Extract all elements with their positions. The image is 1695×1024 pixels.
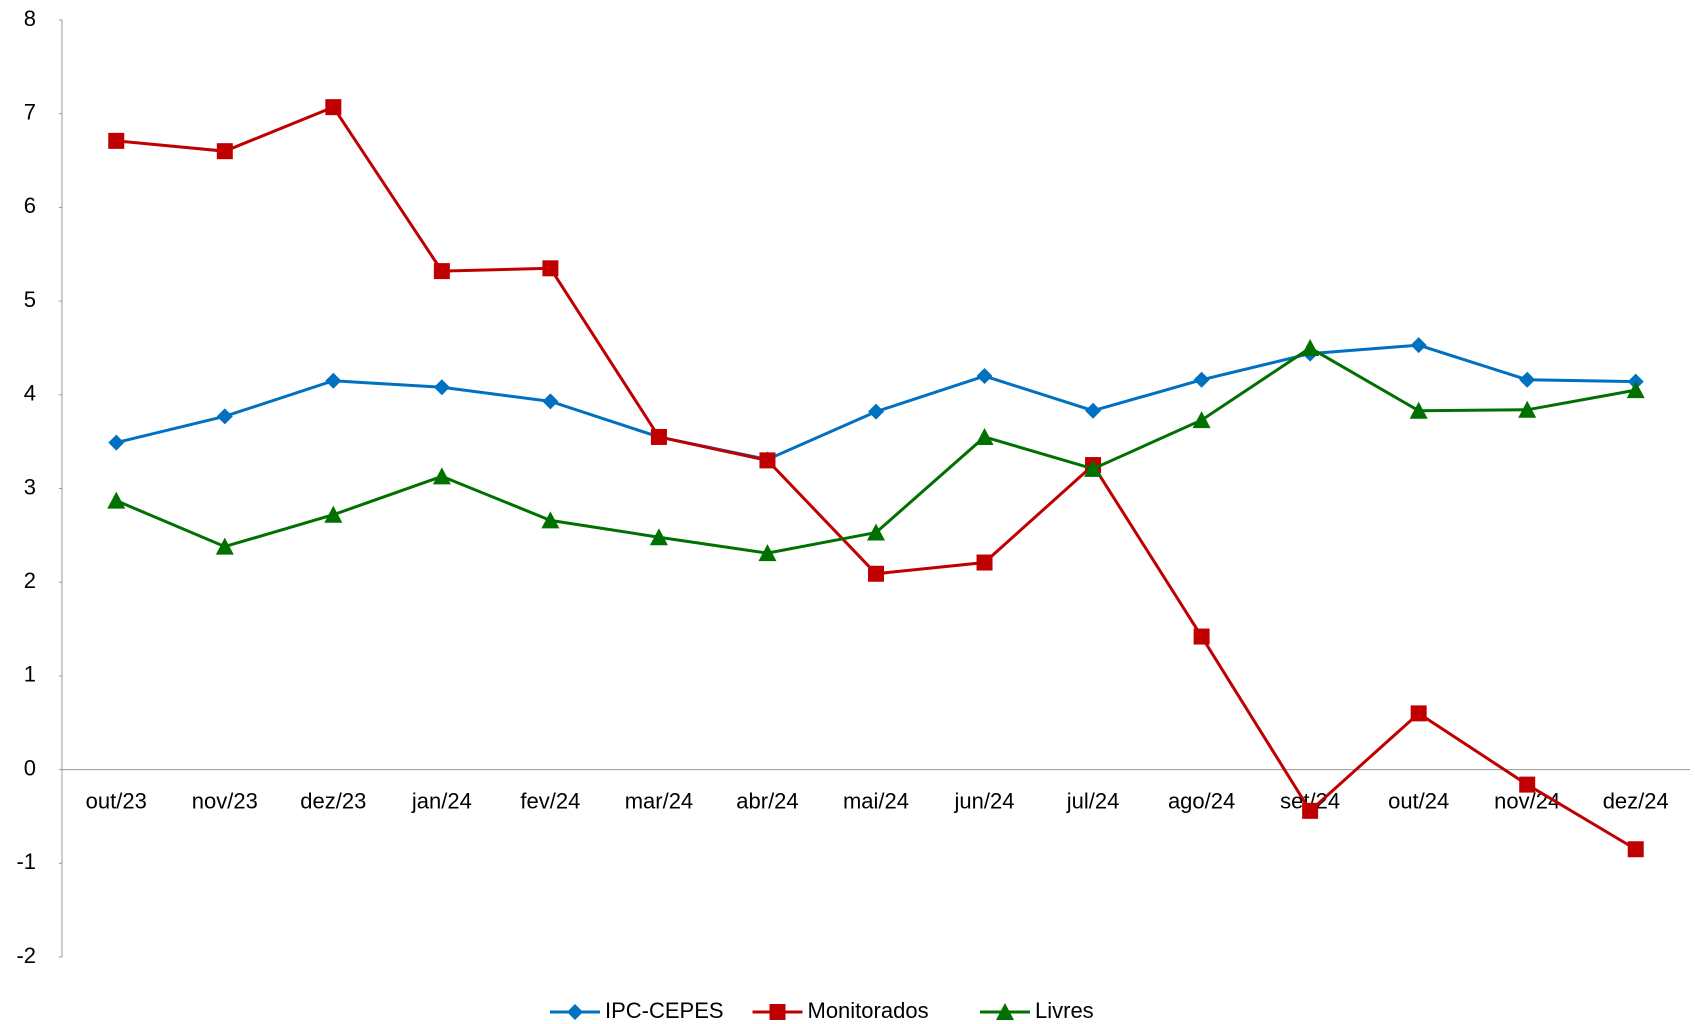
- data-point: [976, 554, 993, 571]
- x-tick-label: out/24: [1388, 788, 1449, 813]
- legend-marker: [567, 1004, 583, 1020]
- data-point: [1410, 337, 1427, 354]
- data-point: [649, 528, 668, 546]
- x-tick-label: jan/24: [411, 788, 472, 813]
- data-point: [107, 491, 126, 509]
- data-point: [1085, 402, 1102, 419]
- x-tick-label: mar/24: [625, 788, 693, 813]
- series-line: [115, 343, 1636, 462]
- data-point: [324, 505, 343, 523]
- data-point: [216, 143, 233, 160]
- y-tick-label: 0: [24, 755, 36, 780]
- data-point: [759, 452, 776, 469]
- legend-marker: [996, 1003, 1014, 1020]
- y-tick-label: 3: [24, 474, 36, 499]
- x-tick-label: out/23: [86, 788, 147, 813]
- data-point: [1626, 381, 1645, 399]
- data-point: [1410, 705, 1427, 722]
- y-tick-label: 1: [24, 662, 36, 687]
- legend-label: IPC-CEPES: [605, 998, 724, 1023]
- data-point: [1192, 411, 1211, 429]
- y-tick-label: 6: [24, 193, 36, 218]
- y-tick-label: 5: [24, 287, 36, 312]
- x-tick-label: fev/24: [520, 788, 580, 813]
- x-tick-label: dez/23: [300, 788, 366, 813]
- data-point: [108, 434, 125, 451]
- legend-label: Livres: [1035, 998, 1094, 1023]
- y-tick-label: 8: [24, 6, 36, 31]
- y-tick-label: 2: [24, 568, 36, 593]
- data-point: [758, 544, 777, 562]
- x-tick-label: ago/24: [1168, 788, 1235, 813]
- series-line: [116, 105, 1637, 851]
- data-point: [215, 537, 234, 555]
- data-point: [325, 99, 342, 116]
- y-tick-label: -1: [16, 849, 36, 874]
- legend-label: Monitorados: [808, 998, 929, 1023]
- y-tick-label: -2: [16, 943, 36, 968]
- x-tick-label: jun/24: [954, 788, 1015, 813]
- data-point: [542, 260, 559, 277]
- x-tick-label: nov/23: [192, 788, 258, 813]
- data-point: [1302, 802, 1319, 819]
- x-tick-label: dez/24: [1603, 788, 1669, 813]
- data-point: [1193, 371, 1210, 388]
- data-point: [868, 565, 884, 582]
- y-tick-label: 4: [24, 381, 36, 406]
- data-point: [1084, 459, 1103, 477]
- data-point: [1301, 338, 1320, 356]
- data-point: [650, 428, 667, 445]
- y-tick-label: 7: [24, 100, 36, 125]
- data-point: [108, 132, 125, 149]
- data-point: [1627, 841, 1644, 858]
- data-point: [542, 393, 559, 410]
- x-tick-label: abr/24: [736, 788, 798, 813]
- x-tick-label: mai/24: [843, 788, 909, 813]
- data-point: [1519, 776, 1536, 793]
- x-tick-label: jul/24: [1066, 788, 1120, 813]
- data-point: [541, 511, 560, 529]
- data-point: [1409, 401, 1428, 419]
- data-point: [325, 372, 342, 389]
- data-point: [216, 408, 233, 425]
- data-point: [1519, 371, 1536, 388]
- data-point: [867, 523, 885, 541]
- data-point: [868, 403, 884, 420]
- data-point: [1518, 400, 1537, 418]
- series-line: [115, 346, 1637, 555]
- data-point: [433, 263, 450, 280]
- data-point: [1193, 628, 1210, 645]
- data-point: [432, 467, 451, 485]
- data-point: [433, 379, 450, 396]
- data-point: [975, 427, 994, 445]
- legend-marker: [769, 1004, 786, 1020]
- data-point: [976, 368, 993, 385]
